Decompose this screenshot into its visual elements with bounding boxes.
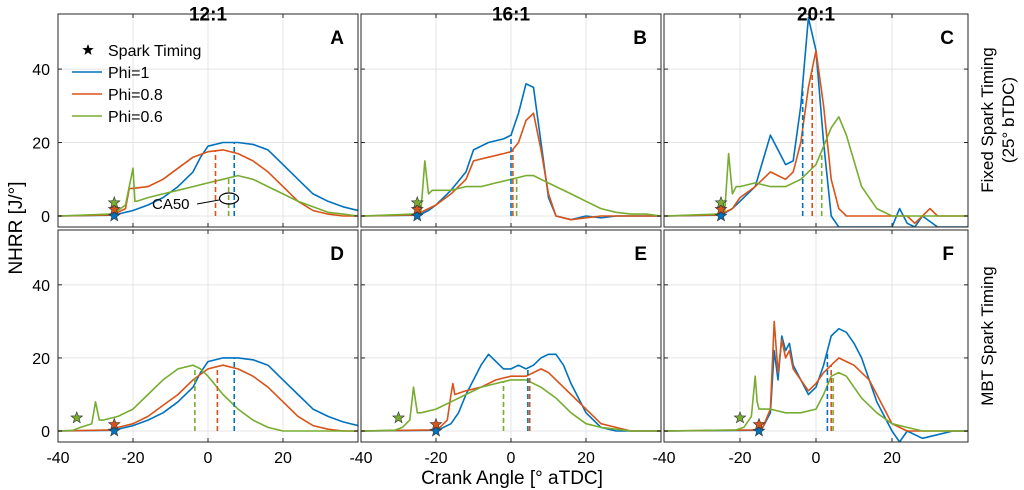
spark-timing-marker [107,202,121,215]
x-tick-label: -40 [652,450,675,467]
panel-E [360,229,662,443]
x-axis-title: Crank Angle [° aTDC] [421,468,603,489]
panel-C [663,13,969,228]
panel-A [57,13,359,228]
series-group [361,83,661,221]
spark-timing-marker [410,209,424,222]
panel-label: F [942,244,954,265]
series-group [58,141,358,217]
column-title: 12:1 [189,5,227,26]
series-line-phi-0-6 [58,364,358,432]
legend-star-icon [82,44,94,55]
x-tick-label: -20 [728,450,751,467]
x-tick-label: -20 [424,450,447,467]
series-line-phi-0-6 [664,116,968,217]
y-tick-label: 0 [41,424,50,441]
spark-timing-marker [391,411,406,424]
series-group [664,16,968,227]
y-tick-label: 20 [32,136,50,153]
panel-D [57,229,359,443]
x-tick-label: 0 [204,450,213,467]
series-line-phi-0-8 [361,112,661,221]
spark-timing-marker [752,417,766,431]
spark-timing-marker [429,424,443,437]
spark-timing-marker [733,411,747,424]
x-tick-label: 0 [507,450,516,467]
spark-timing-marker [107,195,121,209]
ca50-annotation: CA50 [152,196,190,213]
spark-timing-marker [70,411,84,424]
series-line-phi-0-8 [664,49,968,225]
x-tick-label: -20 [121,450,144,467]
column-title: 16:1 [492,5,530,26]
x-tick-label: 0 [812,450,821,467]
x-tick-label: -40 [46,450,69,467]
series-line-phi-1 [58,141,358,217]
y-axis-title: NHRR [J/°] [6,181,27,274]
panel-B [360,13,662,228]
legend-label: Phi=0.8 [108,87,163,104]
y-tick-label: 40 [32,62,50,79]
spark-timing-marker [714,195,728,209]
spark-timing-marker [107,209,121,222]
spark-timing-marker [410,202,424,215]
ca50-annotation-ellipse [218,192,240,205]
y-tick-label: 0 [41,209,50,226]
series-line-phi-0-8 [664,320,968,432]
spark-timing-marker [714,202,728,215]
legend-label: Spark Timing [108,43,201,60]
panel-label: D [330,244,344,265]
spark-timing-marker [714,209,728,222]
row-label: MBT Spark Timing [978,266,997,406]
panel-label: C [940,28,954,49]
series-line-phi-0-6 [361,379,661,432]
spark-timing-marker [410,195,424,209]
spark-timing-marker [107,417,121,431]
x-tick-label: 20 [883,450,901,467]
series-group [58,357,358,432]
panel-label: E [634,244,647,265]
y-tick-label: 40 [32,278,50,295]
panel-F [663,229,969,443]
spark-timing-marker [752,424,766,437]
panel-label: A [330,28,344,49]
legend-label: Phi=1 [108,65,149,82]
series-line-phi-1 [664,327,968,442]
x-tick-label: -40 [349,450,372,467]
spark-timing-marker [107,424,121,437]
spark-timing-marker [429,417,443,431]
series-line-phi-1 [58,357,358,432]
series-line-phi-0-8 [58,364,358,432]
y-tick-label: 20 [32,351,50,368]
series-group [361,353,661,432]
x-tick-label: 20 [577,450,595,467]
legend-label: Phi=0.6 [108,109,163,126]
series-line-phi-0-6 [664,371,968,432]
row-label: (25° bTDC) [999,77,1018,163]
series-group [664,320,968,442]
series-line-phi-0-6 [58,167,358,217]
panel-label: B [633,28,647,49]
ca50-annotation-pointer [196,199,220,205]
row-label: Fixed Spark Timing [978,47,997,193]
column-title: 20:1 [797,5,835,26]
x-tick-label: 20 [274,450,292,467]
